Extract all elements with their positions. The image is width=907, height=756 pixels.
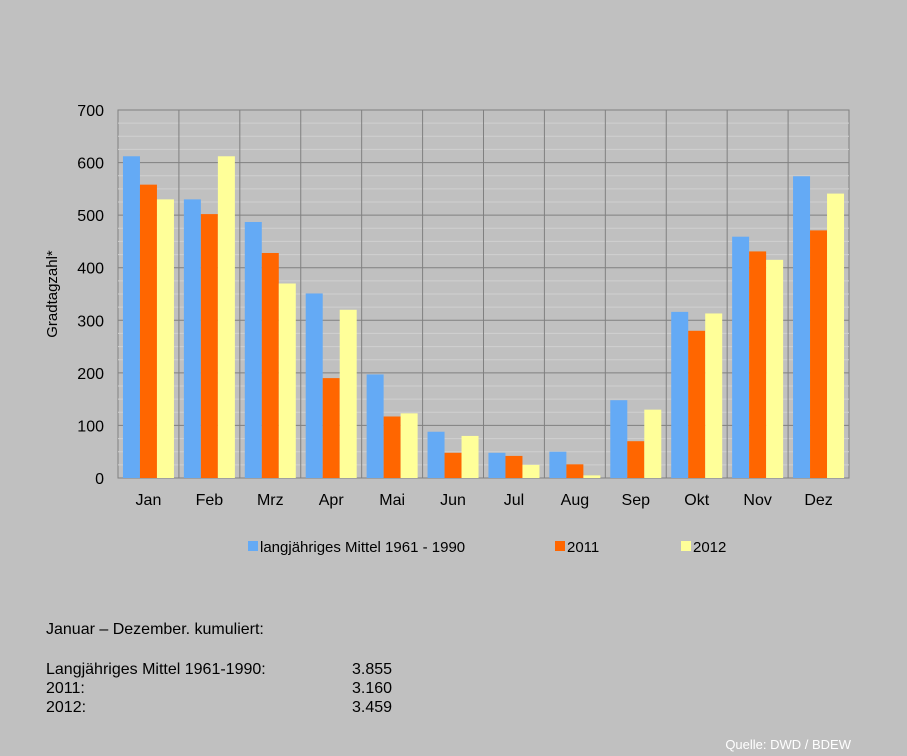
bar-feb-series-2 xyxy=(200,214,218,478)
x-tick-label: Feb xyxy=(196,492,224,509)
bar-jan-series-3 xyxy=(156,199,174,478)
legend-item: 2011 xyxy=(555,539,599,556)
legend-label: 2011 xyxy=(567,539,599,556)
bar-aug-series-2 xyxy=(566,464,584,478)
summary: Januar – Dezember. kumuliert: Langjährig… xyxy=(46,620,412,717)
bar-sep-series-2 xyxy=(627,441,645,478)
y-tick-label: 200 xyxy=(77,366,104,383)
bar-sep-series-1 xyxy=(610,400,628,478)
x-tick-label: Dez xyxy=(804,492,832,509)
x-tick-label: Jun xyxy=(440,492,466,509)
x-tick-label: Jan xyxy=(136,492,162,509)
summary-value: 3.459 xyxy=(352,699,393,716)
bar-jun-series-3 xyxy=(461,435,479,478)
bar-nov-series-1 xyxy=(732,236,750,478)
bar-mrz-series-3 xyxy=(278,283,296,478)
x-tick-label: Mrz xyxy=(257,492,284,509)
legend-swatch xyxy=(681,541,691,551)
bar-jun-series-2 xyxy=(444,452,462,478)
legend: langjähriges Mittel 1961 - 1990 2011 2012 xyxy=(248,539,726,556)
bar-feb-series-3 xyxy=(217,156,235,478)
bar-okt-series-3 xyxy=(705,313,723,478)
summary-label: Langjähriges Mittel 1961-1990: xyxy=(46,661,266,678)
x-tick-label: Okt xyxy=(684,492,709,509)
summary-row-2011: 2011: 3.160 xyxy=(46,679,412,698)
bar-mai-series-1 xyxy=(366,374,384,478)
bar-jun-series-1 xyxy=(427,431,445,478)
bar-dez-series-1 xyxy=(793,176,811,479)
y-tick-label: 600 xyxy=(77,156,104,173)
bar-mrz-series-1 xyxy=(244,221,262,478)
bar-okt-series-1 xyxy=(671,311,689,478)
bar-aug-series-3 xyxy=(583,475,601,478)
bar-nov-series-2 xyxy=(749,251,767,478)
y-tick-label: 100 xyxy=(77,418,104,435)
x-tick-label: Aug xyxy=(561,492,589,509)
summary-heading: Januar – Dezember. kumuliert: xyxy=(46,621,264,638)
bar-apr-series-3 xyxy=(339,309,357,478)
legend-label: langjähriges Mittel 1961 - 1990 xyxy=(260,539,465,556)
y-tick-labels: 0 100 200 300 400 500 600 700 xyxy=(77,103,104,488)
bar-apr-series-2 xyxy=(322,378,340,478)
bar-jan-series-2 xyxy=(139,184,157,478)
legend-item: 2012 xyxy=(681,539,726,556)
x-tick-label: Mai xyxy=(379,492,405,509)
summary-value: 3.160 xyxy=(352,680,393,697)
bars xyxy=(122,156,845,479)
summary-label: 2011: xyxy=(46,680,85,697)
bar-sep-series-3 xyxy=(644,409,662,478)
bar-jul-series-3 xyxy=(522,464,540,478)
bar-aug-series-1 xyxy=(549,451,567,478)
summary-row-mean: Langjähriges Mittel 1961-1990: 3.855 xyxy=(46,660,412,679)
bar-dez-series-2 xyxy=(810,230,828,478)
bar-mrz-series-2 xyxy=(261,252,279,478)
summary-label: 2012: xyxy=(46,699,87,716)
y-tick-label: 400 xyxy=(77,261,104,278)
bar-jul-series-2 xyxy=(505,455,523,478)
bar-feb-series-1 xyxy=(183,199,201,478)
x-tick-label: Jul xyxy=(504,492,524,509)
bar-okt-series-2 xyxy=(688,330,706,478)
bar-mai-series-3 xyxy=(400,413,418,478)
bar-jan-series-1 xyxy=(122,156,140,478)
bar-nov-series-3 xyxy=(766,259,784,478)
legend-swatch xyxy=(555,541,565,551)
x-tick-label: Sep xyxy=(622,492,651,509)
bar-mai-series-2 xyxy=(383,416,401,478)
bar-jul-series-1 xyxy=(488,452,506,478)
summary-value: 3.855 xyxy=(352,661,393,678)
y-tick-label: 700 xyxy=(77,103,104,120)
gridlines xyxy=(118,110,849,478)
y-axis-title: Gradtagzahl* xyxy=(44,250,61,338)
bar-dez-series-3 xyxy=(827,193,845,479)
x-tick-labels: Jan Feb Mrz Apr Mai Jun Jul Aug Sep Okt Nov Dez xyxy=(136,492,833,509)
chart: 0 100 200 300 400 500 600 700 Jan Feb Mrz Apr Mai Ju… xyxy=(44,103,850,556)
x-tick-label: Apr xyxy=(319,492,345,509)
legend-label: 2012 xyxy=(693,539,726,556)
y-tick-label: 500 xyxy=(77,208,104,225)
y-tick-label: 0 xyxy=(95,471,104,488)
bar-apr-series-1 xyxy=(305,293,323,478)
x-tick-label: Nov xyxy=(743,492,771,509)
legend-swatch xyxy=(248,541,258,551)
summary-row-2012: 2012: 3.459 xyxy=(46,698,412,717)
legend-item: langjähriges Mittel 1961 - 1990 xyxy=(248,539,465,556)
y-tick-label: 300 xyxy=(77,313,104,330)
source-note: Quelle: DWD / BDEW xyxy=(725,737,851,752)
